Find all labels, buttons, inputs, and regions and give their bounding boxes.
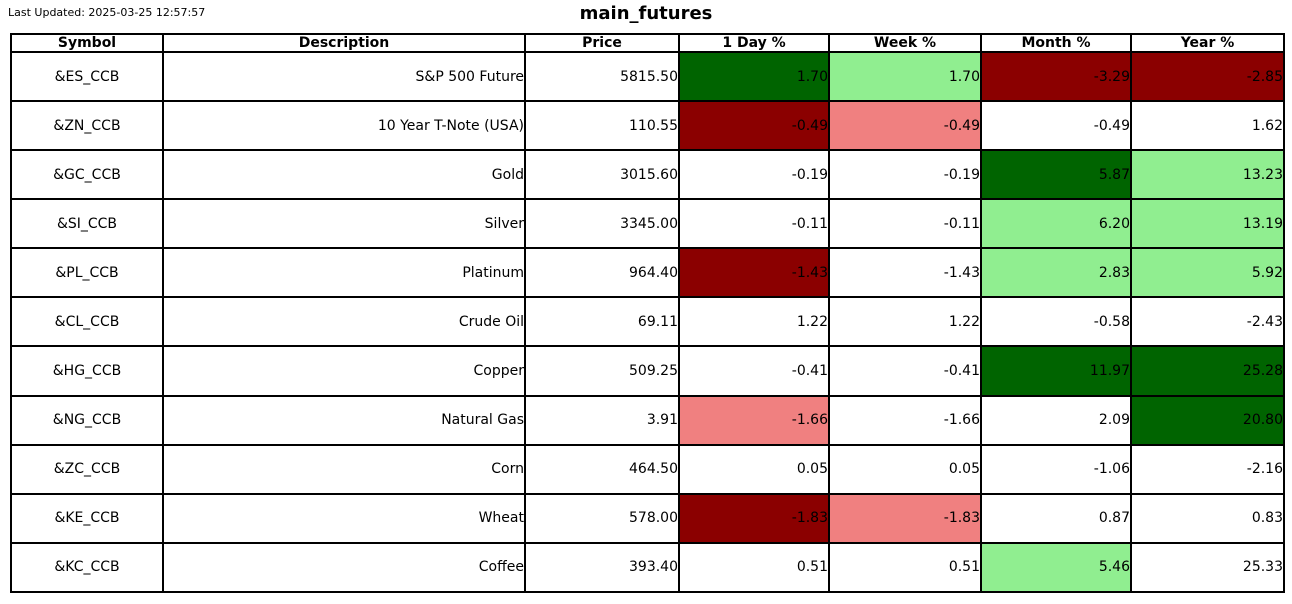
price-cell: 5815.50 <box>524 50 680 103</box>
description-cell: Gold <box>162 149 526 201</box>
column-header-month: Month % <box>980 33 1132 53</box>
percent-change-cell: 13.23 <box>1130 149 1285 201</box>
symbol-cell: &CL_CCB <box>10 296 164 348</box>
table-row: &ES_CCB S&P 500 Future 5815.50 1.70 1.70 -3.2… <box>10 50 1285 103</box>
percent-change-cell: 25.33 <box>1130 541 1285 594</box>
percent-change-cell: 0.83 <box>1130 492 1285 544</box>
percent-change-cell: 1.70 <box>828 50 982 103</box>
percent-change-cell: 0.51 <box>678 541 830 594</box>
last-updated-label: Last Updated: 2025-03-25 12:57:57 <box>8 6 206 19</box>
price-cell: 393.40 <box>524 541 680 594</box>
percent-change-cell: -0.41 <box>828 345 982 397</box>
percent-change-cell: -1.43 <box>828 247 982 299</box>
description-cell: Coffee <box>162 541 526 594</box>
percent-change-cell: -2.43 <box>1130 296 1285 348</box>
percent-change-cell: 6.20 <box>980 198 1132 250</box>
price-cell: 3015.60 <box>524 149 680 201</box>
percent-change-cell: -1.83 <box>678 492 830 544</box>
description-cell: Copper <box>162 345 526 397</box>
percent-change-cell: -1.66 <box>828 394 982 446</box>
description-cell: Crude Oil <box>162 296 526 348</box>
description-cell: Platinum <box>162 247 526 299</box>
table-row: &SI_CCB Silver 3345.00 -0.11 -0.11 6.20 13.19 <box>10 198 1285 250</box>
symbol-cell: &GC_CCB <box>10 149 164 201</box>
percent-change-cell: -0.11 <box>828 198 982 250</box>
percent-change-cell: 1.22 <box>828 296 982 348</box>
percent-change-cell: 5.46 <box>980 541 1132 594</box>
table-row: &HG_CCB Copper 509.25 -0.41 -0.41 11.97 25.28 <box>10 345 1285 397</box>
percent-change-cell: -0.19 <box>828 149 982 201</box>
percent-change-cell: 2.83 <box>980 247 1132 299</box>
symbol-cell: &ES_CCB <box>10 50 164 103</box>
percent-change-cell: 1.22 <box>678 296 830 348</box>
description-cell: Silver <box>162 198 526 250</box>
futures-table: Symbol Description Price 1 Day % Week % Month… <box>10 33 1285 594</box>
symbol-cell: &ZN_CCB <box>10 100 164 152</box>
price-cell: 578.00 <box>524 492 680 544</box>
percent-change-cell: -0.19 <box>678 149 830 201</box>
percent-change-cell: -0.49 <box>980 100 1132 152</box>
column-header-week: Week % <box>828 33 982 53</box>
column-header-symbol: Symbol <box>10 33 164 53</box>
page-title: main_futures <box>579 3 713 24</box>
symbol-cell: &PL_CCB <box>10 247 164 299</box>
percent-change-cell: 1.70 <box>678 50 830 103</box>
percent-change-cell: 5.92 <box>1130 247 1285 299</box>
percent-change-cell: 1.62 <box>1130 100 1285 152</box>
percent-change-cell: 13.19 <box>1130 198 1285 250</box>
table-row: &KE_CCB Wheat 578.00 -1.83 -1.83 0.87 0.83 <box>10 492 1285 544</box>
table-row: &CL_CCB Crude Oil 69.11 1.22 1.22 -0.58 -2.43 <box>10 296 1285 348</box>
percent-change-cell: 0.87 <box>980 492 1132 544</box>
price-cell: 509.25 <box>524 345 680 397</box>
price-cell: 964.40 <box>524 247 680 299</box>
percent-change-cell: -1.66 <box>678 394 830 446</box>
price-cell: 110.55 <box>524 100 680 152</box>
symbol-cell: &SI_CCB <box>10 198 164 250</box>
percent-change-cell: 0.05 <box>828 443 982 495</box>
percent-change-cell: -1.43 <box>678 247 830 299</box>
column-header-price: Price <box>524 33 680 53</box>
price-cell: 69.11 <box>524 296 680 348</box>
percent-change-cell: 25.28 <box>1130 345 1285 397</box>
description-cell: S&P 500 Future <box>162 50 526 103</box>
percent-change-cell: -2.16 <box>1130 443 1285 495</box>
description-cell: Natural Gas <box>162 394 526 446</box>
table-row: &KC_CCB Coffee 393.40 0.51 0.51 5.46 25.33 <box>10 541 1285 594</box>
table-row: &NG_CCB Natural Gas 3.91 -1.66 -1.66 2.09 20.8… <box>10 394 1285 446</box>
percent-change-cell: 0.51 <box>828 541 982 594</box>
percent-change-cell: -2.85 <box>1130 50 1285 103</box>
percent-change-cell: -1.06 <box>980 443 1132 495</box>
symbol-cell: &HG_CCB <box>10 345 164 397</box>
column-header-1-day: 1 Day % <box>678 33 830 53</box>
percent-change-cell: -3.29 <box>980 50 1132 103</box>
percent-change-cell: 11.97 <box>980 345 1132 397</box>
description-cell: Corn <box>162 443 526 495</box>
percent-change-cell: -0.58 <box>980 296 1132 348</box>
symbol-cell: &KE_CCB <box>10 492 164 544</box>
percent-change-cell: -1.83 <box>828 492 982 544</box>
percent-change-cell: 20.80 <box>1130 394 1285 446</box>
table-header-row: Symbol Description Price 1 Day % Week % Month… <box>10 33 1285 53</box>
price-cell: 464.50 <box>524 443 680 495</box>
price-cell: 3345.00 <box>524 198 680 250</box>
percent-change-cell: 0.05 <box>678 443 830 495</box>
table-row: &PL_CCB Platinum 964.40 -1.43 -1.43 2.83 5.92 <box>10 247 1285 299</box>
table-row: &ZC_CCB Corn 464.50 0.05 0.05 -1.06 -2.16 <box>10 443 1285 495</box>
table-row: &GC_CCB Gold 3015.60 -0.19 -0.19 5.87 13.23 <box>10 149 1285 201</box>
percent-change-cell: -0.11 <box>678 198 830 250</box>
percent-change-cell: -0.41 <box>678 345 830 397</box>
percent-change-cell: -0.49 <box>678 100 830 152</box>
column-header-year: Year % <box>1130 33 1285 53</box>
percent-change-cell: 2.09 <box>980 394 1132 446</box>
description-cell: Wheat <box>162 492 526 544</box>
table-row: &ZN_CCB 10 Year T-Note (USA) 110.55 -0.49 -0… <box>10 100 1285 152</box>
description-cell: 10 Year T-Note (USA) <box>162 100 526 152</box>
price-cell: 3.91 <box>524 394 680 446</box>
symbol-cell: &ZC_CCB <box>10 443 164 495</box>
symbol-cell: &NG_CCB <box>10 394 164 446</box>
percent-change-cell: 5.87 <box>980 149 1132 201</box>
symbol-cell: &KC_CCB <box>10 541 164 594</box>
percent-change-cell: -0.49 <box>828 100 982 152</box>
column-header-description: Description <box>162 33 526 53</box>
